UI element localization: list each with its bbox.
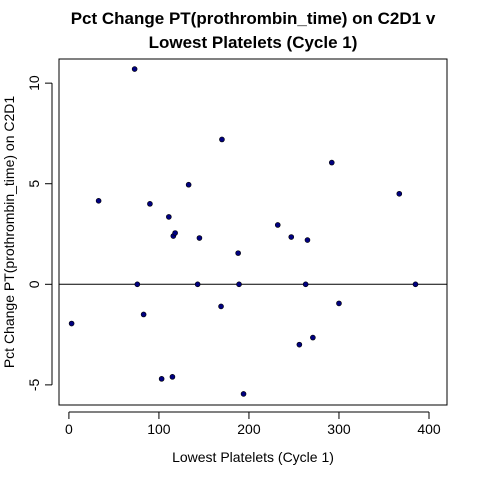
data-point bbox=[140, 311, 147, 318]
data-point bbox=[396, 190, 403, 197]
data-point bbox=[68, 320, 75, 327]
data-point bbox=[172, 230, 178, 236]
x-axis: 0 100 200 300 400 bbox=[65, 411, 441, 437]
x-tick-label: 300 bbox=[327, 421, 351, 437]
data-point bbox=[196, 235, 203, 241]
data-point bbox=[169, 374, 176, 380]
data-point bbox=[296, 341, 303, 348]
x-tick-label: 100 bbox=[147, 421, 171, 437]
data-point bbox=[274, 222, 281, 228]
y-axis: -5 0 5 10 bbox=[26, 75, 53, 391]
data-point bbox=[185, 181, 192, 188]
data-point bbox=[235, 250, 241, 256]
data-point bbox=[219, 136, 225, 143]
data-point bbox=[328, 159, 335, 166]
x-tick-label: 200 bbox=[237, 421, 261, 437]
data-point bbox=[240, 391, 247, 397]
data-point bbox=[288, 234, 295, 240]
data-point bbox=[158, 376, 165, 382]
y-tick-label: 10 bbox=[26, 75, 42, 91]
x-tick-label: 0 bbox=[65, 421, 73, 437]
y-tick-label: 5 bbox=[26, 180, 42, 188]
data-point bbox=[147, 201, 153, 207]
data-point bbox=[131, 66, 138, 72]
y-axis-label: Pct Change PT(prothrombin_time) on C2D1 bbox=[1, 96, 17, 369]
chart-title-line-1: Pct Change PT(prothrombin_time) on C2D1 … bbox=[71, 9, 436, 28]
data-point bbox=[134, 281, 141, 288]
data-point bbox=[166, 214, 172, 220]
data-point bbox=[218, 303, 224, 310]
data-point bbox=[336, 300, 342, 307]
x-tick-label: 400 bbox=[417, 421, 441, 437]
x-axis-label: Lowest Platelets (Cycle 1) bbox=[172, 449, 334, 465]
data-point bbox=[310, 334, 316, 341]
y-tick-label: 0 bbox=[26, 280, 42, 288]
data-point bbox=[236, 281, 242, 288]
plot-area-border bbox=[58, 58, 448, 406]
data-point bbox=[412, 281, 419, 288]
data-point bbox=[95, 198, 102, 204]
y-tick-label: -5 bbox=[26, 378, 42, 391]
data-point bbox=[302, 281, 309, 288]
chart-title-line-2: Lowest Platelets (Cycle 1) bbox=[149, 33, 358, 52]
plot-layer bbox=[59, 66, 447, 397]
data-point bbox=[194, 281, 201, 288]
data-point bbox=[304, 237, 311, 243]
